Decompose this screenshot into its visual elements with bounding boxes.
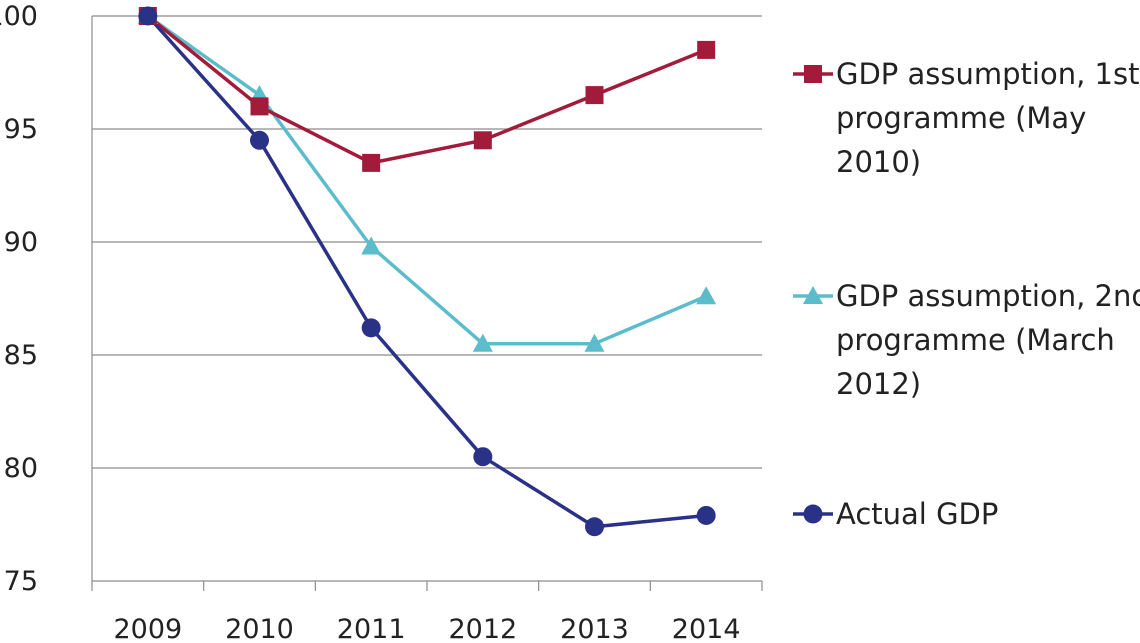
series-1-point-2014: [697, 40, 716, 59]
x-tick-label-2013: 2013: [560, 614, 629, 643]
y-tick-label-75: 75: [4, 566, 38, 597]
legend-label-2-line-2: programme (March: [836, 323, 1115, 357]
x-tick-label-2010: 2010: [225, 614, 294, 643]
series-3-point-2011: [361, 318, 381, 338]
series-1-point-2011: [362, 153, 381, 172]
series-1-point-2012: [473, 131, 492, 150]
legend-swatch-marker-3: [803, 504, 823, 524]
gridlines: [92, 15, 762, 469]
series-1-point-2013: [585, 86, 604, 105]
legend-label-2-line-3: 2012): [836, 367, 921, 401]
series-2-point-2014: [696, 286, 717, 305]
axes: 100 95 90 85 80 75 2009 2010 2011 2012 2013 2014: [0, 1, 763, 643]
legend-label-2-line-1: GDP assumption, 2nd: [836, 279, 1140, 313]
legend-swatch-marker-1: [804, 65, 822, 83]
series-3-point-2012: [473, 447, 493, 467]
series-1-point-2010: [250, 97, 269, 116]
series-2-point-2012: [472, 333, 493, 352]
series-2-point-2013: [584, 333, 605, 352]
y-tick-label-100: 100: [0, 1, 38, 32]
series-3-point-2014: [696, 505, 716, 525]
series-lines: [146, 14, 707, 529]
legend-label-3-line-1: Actual GDP: [836, 497, 998, 531]
series-line-3: [146, 14, 707, 529]
series-line-1: [146, 14, 707, 165]
series-line-2: [146, 14, 707, 346]
x-tick-label-2011: 2011: [337, 614, 406, 643]
series-3-point-2009: [138, 6, 158, 26]
legend-label-1-line-3: 2010): [836, 145, 921, 179]
x-tick-label-2009: 2009: [113, 614, 182, 643]
y-tick-label-90: 90: [4, 227, 38, 258]
series-2-point-2011: [361, 236, 382, 255]
legend-label-1-line-1: GDP assumption, 1st: [836, 57, 1139, 91]
x-tick-label-2012: 2012: [448, 614, 517, 643]
legend: GDP assumption, 1st programme (May 2010) GD…: [793, 57, 1140, 531]
y-tick-label-95: 95: [4, 114, 38, 145]
series-3-point-2013: [585, 517, 604, 537]
x-tick-label-2014: 2014: [672, 614, 741, 643]
y-tick-label-85: 85: [4, 340, 38, 371]
legend-swatch-marker-2: [803, 286, 823, 304]
series-markers: [137, 6, 717, 537]
y-tick-label-80: 80: [4, 453, 38, 484]
legend-label-1-line-2: programme (May: [836, 101, 1086, 135]
series-3-point-2010: [250, 130, 269, 150]
